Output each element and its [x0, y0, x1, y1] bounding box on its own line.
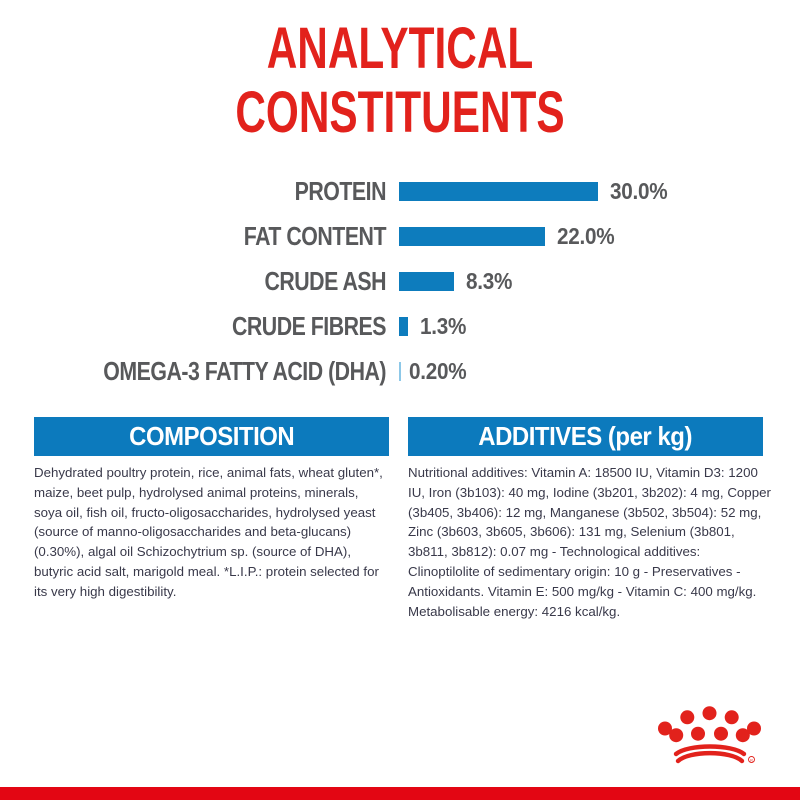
svg-text:R: R	[750, 759, 753, 763]
